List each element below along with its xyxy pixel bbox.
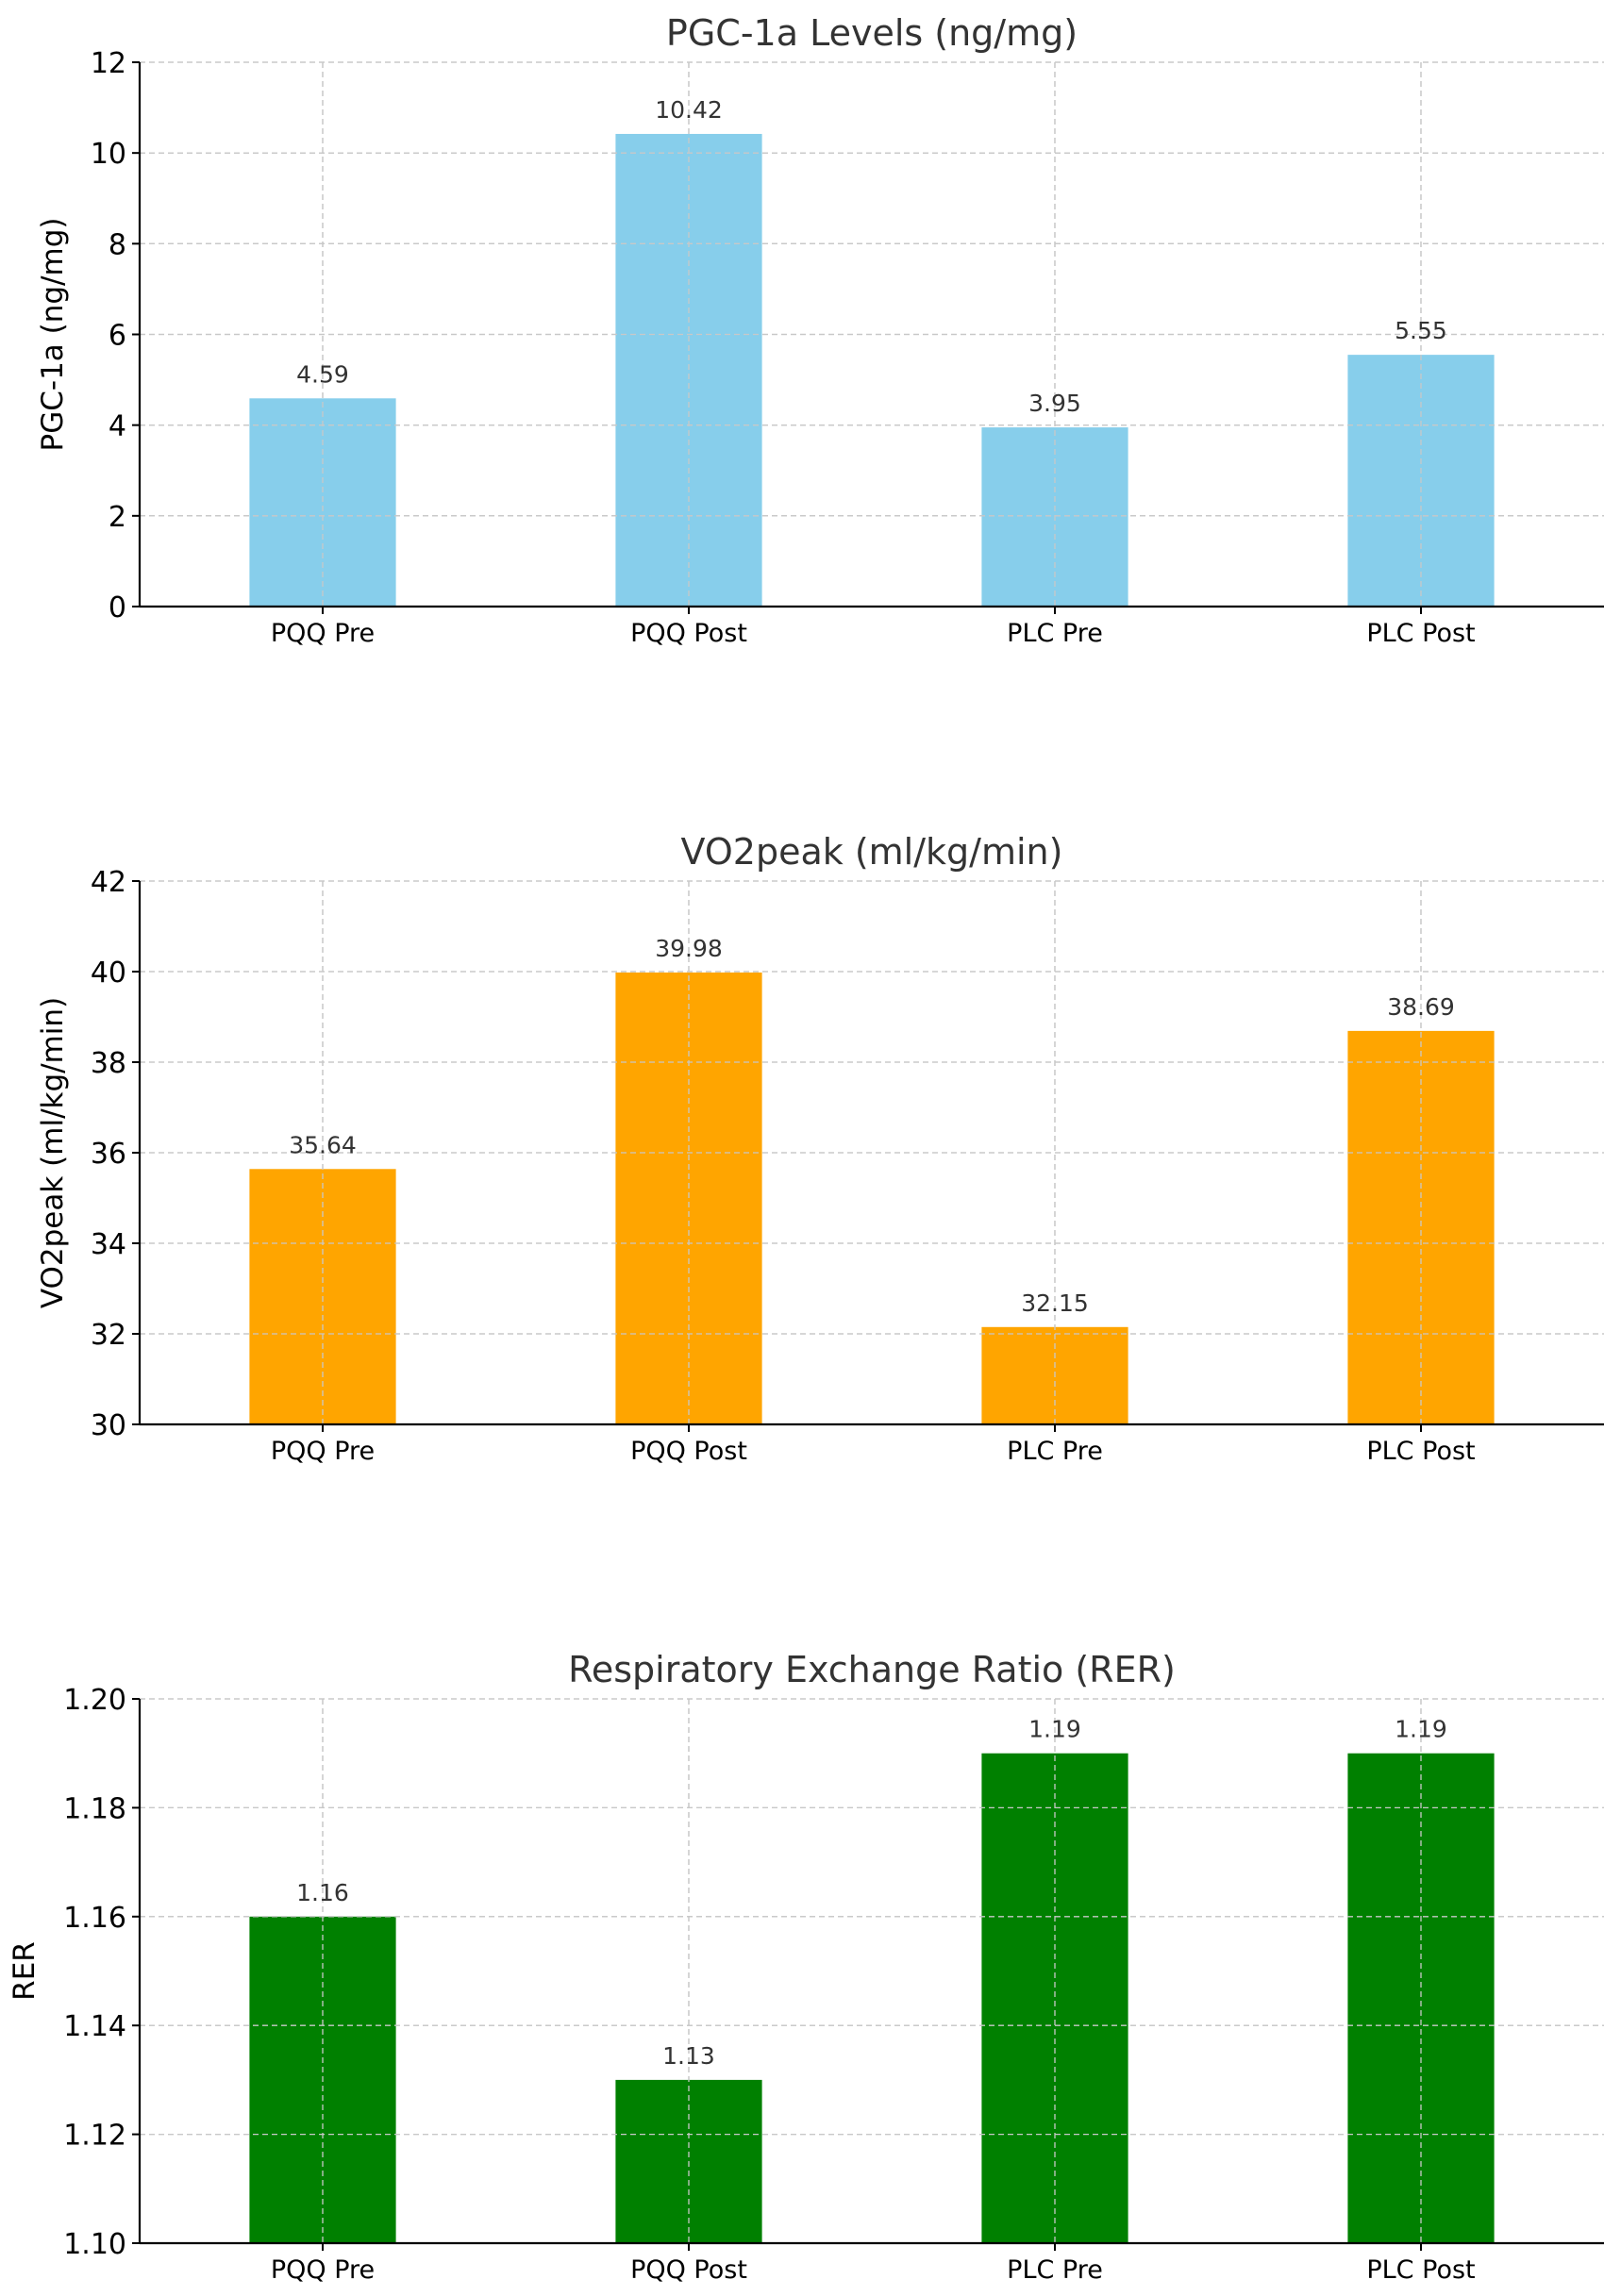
rer-y-tick-label: 1.12 [63,2120,126,2153]
vo2peak-y-tick-label: 34 [91,1228,126,1261]
rer-y-tick-label: 1.20 [63,1684,126,1717]
pgc1a-y-tick-label: 8 [109,228,126,261]
vo2peak-y-tick-label: 40 [91,957,126,990]
pgc1a-data-label: 5.55 [1395,317,1447,344]
rer-y-tick-label: 1.14 [63,2010,126,2043]
rer-data-label: 1.19 [1395,1716,1447,1743]
vo2peak-y-tick-label: 38 [91,1047,126,1080]
pgc1a-y-tick-label: 0 [109,591,126,624]
pgc1a-x-tick-label: PQQ Pre [271,619,375,648]
rer-data-label: 1.19 [1028,1716,1081,1743]
vo2peak-chart-title: VO2peak (ml/kg/min) [681,831,1063,873]
vo2peak-y-tick-label: 36 [91,1138,126,1171]
pgc1a-y-tick-label: 10 [91,138,126,171]
pgc1a-x-tick-label: PLC Pre [1007,619,1103,648]
rer-y-tick-label: 1.18 [63,1792,126,1825]
rer-data-label: 1.16 [296,1879,349,1906]
rer-y-tick-label: 1.16 [63,1902,126,1935]
vo2peak-data-label: 39.98 [655,935,723,962]
vo2peak-bar [615,972,762,1424]
rer-data-label: 1.13 [662,2042,715,2070]
vo2peak-bar [1347,1030,1495,1424]
rer-x-tick-label: PLC Pre [1007,2255,1103,2285]
rer-y-axis-label: RER [8,1941,42,2001]
vo2peak-data-label: 32.15 [1021,1289,1089,1317]
rer-y-tick-label: 1.10 [63,2228,126,2261]
chart-rer-panel: 1.16 1.13 1.19 1.19 1.10 1.12 1.14 1.16 1.18 1.20… [8,1649,1604,2285]
rer-chart-title: Respiratory Exchange Ratio (RER) [568,1649,1176,1690]
vo2peak-y-tick-label: 30 [91,1409,126,1442]
vo2peak-x-tick-label: PQQ Post [630,1437,747,1466]
vo2peak-data-label: 35.64 [289,1131,357,1158]
vo2peak-data-label: 38.69 [1387,993,1455,1021]
pgc1a-y-axis-label: PGC-1a (ng/mg) [36,218,70,452]
chart-pgc1a-panel: 4.59 10.42 3.95 5.55 0 2 4 6 8 10 12 PQQ Pre PQQ Pos… [36,12,1604,648]
rer-x-tick-label: PLC Post [1366,2255,1475,2285]
pgc1a-y-tick-label: 4 [109,410,126,443]
rer-x-tick-label: PQQ Pre [271,2255,375,2285]
vo2peak-x-tick-label: PLC Pre [1007,1437,1103,1466]
pgc1a-y-tick-label: 6 [109,320,126,353]
vo2peak-y-axis-label: VO2peak (ml/kg/min) [36,997,70,1308]
pgc1a-x-tick-label: PQQ Post [630,619,747,648]
pgc1a-data-label: 3.95 [1028,390,1081,417]
pgc1a-chart-title: PGC-1a Levels (ng/mg) [666,12,1078,54]
chart-vo2peak-panel: 35.64 39.98 32.15 38.69 30 32 34 36 38 40 42 PQQ Pr… [36,831,1604,1466]
pgc1a-data-label: 4.59 [296,360,349,388]
pgc1a-x-tick-label: PLC Post [1366,619,1475,648]
vo2peak-x-tick-label: PLC Post [1366,1437,1475,1466]
pgc1a-y-tick-label: 2 [109,501,126,534]
vo2peak-y-tick-label: 42 [91,866,126,899]
pgc1a-data-label: 10.42 [655,96,723,124]
vo2peak-x-tick-label: PQQ Pre [271,1437,375,1466]
pgc1a-y-tick-label: 12 [91,47,126,80]
rer-x-tick-label: PQQ Post [630,2255,747,2285]
vo2peak-y-tick-label: 32 [91,1319,126,1352]
